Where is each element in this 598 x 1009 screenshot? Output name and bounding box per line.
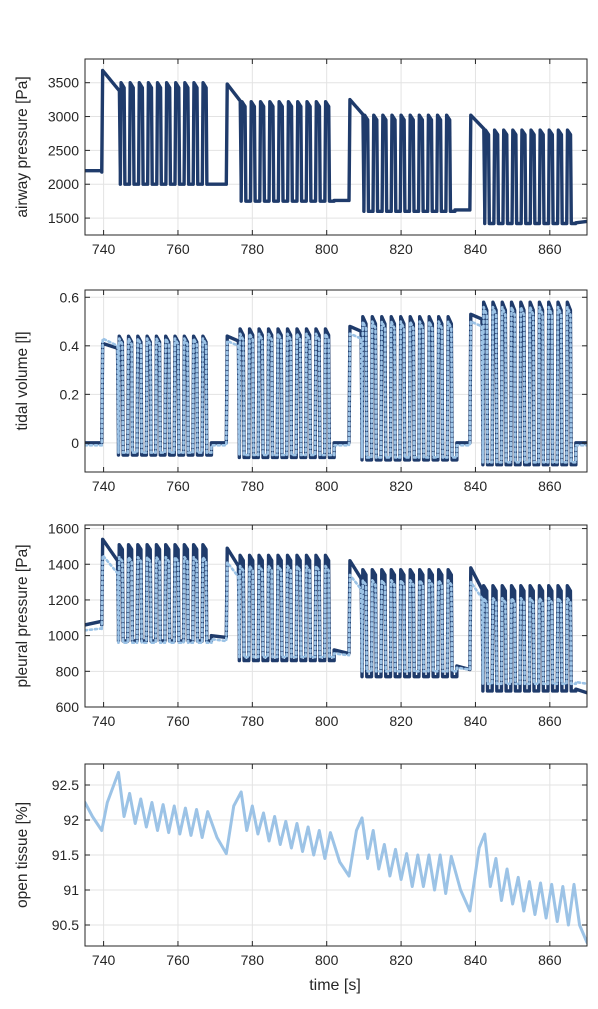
x-axis-label: time [s] — [309, 977, 361, 994]
y-tick-label: 1200 — [48, 592, 79, 608]
x-tick-label: 820 — [389, 241, 413, 257]
series-line-1 — [85, 68, 587, 226]
y-tick-label: 90.5 — [52, 917, 79, 933]
y-tick-label: 91 — [63, 882, 79, 898]
x-tick-label: 760 — [166, 713, 190, 729]
x-tick-label: 800 — [315, 713, 339, 729]
y-tick-label: 3000 — [48, 109, 79, 125]
x-tick-label: 820 — [389, 952, 413, 968]
x-tick-label: 840 — [464, 241, 488, 257]
panel-4: 740 760 780 800 820 840 860 90.5 91 91.5 92 92.5 ope… — [14, 763, 588, 968]
y-tick-label: 92.5 — [52, 777, 79, 793]
y-tick-label: 0.4 — [60, 338, 80, 354]
y-tick-label: 92 — [63, 812, 79, 828]
x-tick-label: 760 — [166, 478, 190, 494]
axes-frame — [84, 58, 588, 236]
x-tick-label: 740 — [92, 952, 116, 968]
x-tick-label: 780 — [241, 713, 265, 729]
y-tick-label: 91.5 — [52, 847, 79, 863]
series-line-2 — [85, 305, 587, 464]
x-tick-label: 780 — [241, 241, 265, 257]
y-tick-label: 1400 — [48, 556, 79, 572]
panel-1: 740 760 780 800 820 840 860 1500 2000 2500 3000 350… — [14, 58, 588, 257]
x-tick-label: 780 — [241, 952, 265, 968]
x-tick-label: 860 — [538, 241, 562, 257]
x-tick-label: 860 — [538, 952, 562, 968]
y-axis-label: tidal volume [l] — [14, 331, 31, 430]
y-tick-label: 600 — [56, 699, 80, 715]
y-tick-label: 1600 — [48, 521, 79, 537]
x-tick-label: 760 — [166, 241, 190, 257]
y-tick-label: 2500 — [48, 142, 79, 158]
y-tick-label: 0 — [71, 435, 79, 451]
x-tick-label: 820 — [389, 478, 413, 494]
x-tick-label: 740 — [92, 478, 116, 494]
series-line-1 — [85, 770, 587, 944]
x-tick-label: 800 — [315, 478, 339, 494]
y-tick-label: 0.6 — [60, 289, 80, 305]
axes-frame — [84, 289, 588, 473]
x-tick-label: 860 — [538, 478, 562, 494]
y-tick-label: 1500 — [48, 210, 79, 226]
y-tick-label: 3500 — [48, 75, 79, 91]
x-tick-label: 780 — [241, 478, 265, 494]
y-axis-label: open tissue [%] — [14, 802, 31, 908]
x-tick-label: 760 — [166, 952, 190, 968]
y-axis-label: pleural pressure [Pa] — [14, 544, 31, 687]
y-axis-label: airway pressure [Pa] — [14, 76, 31, 217]
x-tick-label: 740 — [92, 713, 116, 729]
y-tick-label: 2000 — [48, 176, 79, 192]
x-tick-label: 800 — [315, 241, 339, 257]
y-tick-label: 800 — [56, 663, 80, 679]
x-tick-label: 860 — [538, 713, 562, 729]
y-tick-label: 1000 — [48, 628, 79, 644]
x-tick-label: 800 — [315, 952, 339, 968]
x-tick-label: 840 — [464, 952, 488, 968]
series-line-1 — [85, 537, 587, 695]
y-tick-label: 0.2 — [60, 386, 80, 402]
x-tick-label: 740 — [92, 241, 116, 257]
panel-2: 740 760 780 800 820 840 860 0 0.2 0.4 0.6 tidal vol… — [14, 289, 588, 494]
axes-frame — [84, 524, 588, 708]
x-tick-label: 840 — [464, 713, 488, 729]
series-line-2 — [85, 554, 587, 686]
x-tick-label: 840 — [464, 478, 488, 494]
x-tick-label: 820 — [389, 713, 413, 729]
panel-3: 740 760 780 800 820 840 860 600 800 1000 1200 1400 1… — [14, 521, 588, 729]
